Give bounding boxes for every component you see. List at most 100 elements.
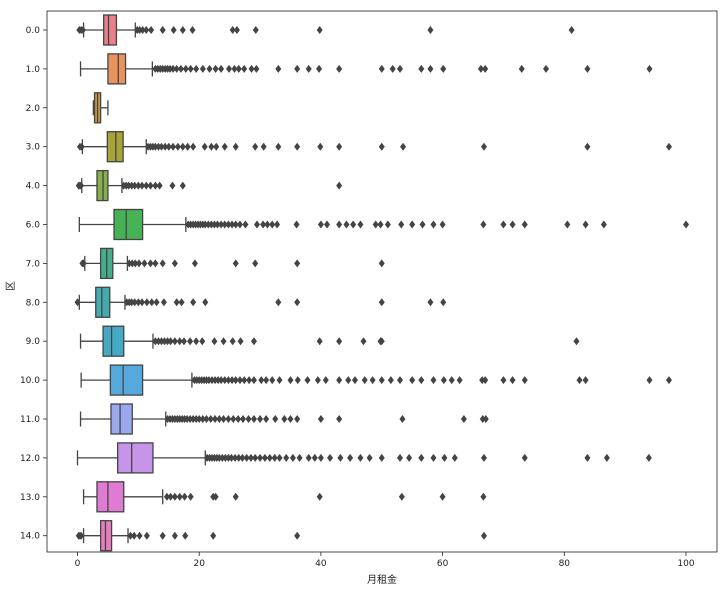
outlier-point	[252, 26, 259, 34]
y-tick-label: 3.0	[26, 143, 41, 153]
outlier-point	[179, 142, 186, 151]
outlier-point	[274, 220, 281, 229]
outlier-point	[163, 492, 170, 501]
outlier-point	[646, 376, 653, 385]
outlier-point	[79, 26, 86, 34]
outlier-point	[235, 415, 242, 423]
outlier-point	[158, 337, 165, 346]
outlier-point	[155, 142, 162, 151]
iqr-box	[107, 53, 127, 85]
outlier-point	[427, 26, 434, 34]
outlier-point	[221, 142, 228, 151]
outlier-point	[247, 453, 254, 462]
outlier-point	[451, 453, 458, 462]
outlier-point	[216, 415, 223, 423]
outlier-point	[252, 142, 259, 151]
outlier-point	[161, 337, 168, 346]
outlier-point	[418, 64, 425, 73]
outlier-point	[480, 531, 487, 540]
outlier-point	[316, 64, 323, 73]
outlier-point	[521, 376, 528, 385]
outlier-point	[263, 376, 270, 385]
boxes-layer	[74, 14, 689, 552]
outlier-point	[156, 181, 163, 190]
outlier-point	[143, 298, 150, 307]
outlier-point	[440, 298, 447, 307]
outlier-point	[316, 337, 323, 346]
outlier-point	[136, 26, 143, 34]
outlier-point	[257, 453, 264, 462]
outlier-point	[148, 298, 155, 307]
box-group-4-0	[75, 169, 343, 202]
outlier-point	[252, 259, 259, 268]
y-tick-label: 13.0	[20, 493, 40, 503]
outlier-point	[317, 142, 324, 151]
outlier-point	[252, 453, 259, 462]
outlier-point	[582, 220, 589, 229]
outlier-point	[357, 453, 364, 462]
outlier-point	[645, 453, 652, 462]
outlier-point	[190, 415, 197, 423]
outlier-point	[180, 337, 187, 346]
outlier-point	[189, 26, 196, 34]
outlier-point	[387, 376, 394, 385]
outlier-point	[440, 376, 447, 385]
outlier-point	[136, 531, 143, 540]
outlier-point	[314, 376, 321, 385]
outlier-point	[207, 415, 214, 423]
outlier-point	[187, 64, 194, 73]
y-tick-label: 12.0	[20, 454, 40, 464]
box-group-11-0	[79, 403, 489, 435]
outlier-point	[159, 531, 166, 540]
outlier-point	[139, 26, 146, 34]
outlier-point	[406, 453, 413, 462]
outlier-point	[294, 531, 301, 540]
outlier-point	[143, 531, 150, 540]
outlier-point	[573, 337, 580, 346]
outlier-point	[182, 531, 189, 540]
outlier-point	[233, 26, 240, 34]
outlier-point	[152, 181, 159, 190]
iqr-box	[95, 286, 111, 318]
outlier-point	[336, 415, 343, 423]
x-tick-layer: 0 20 40 60 80 100	[75, 552, 695, 569]
outlier-point	[646, 64, 653, 73]
outlier-point	[164, 337, 171, 346]
outlier-point	[199, 337, 206, 346]
outlier-point	[600, 220, 607, 229]
outlier-point	[232, 376, 239, 385]
outlier-point	[665, 142, 672, 151]
outlier-point	[221, 220, 228, 229]
outlier-point	[219, 453, 226, 462]
x-tick-label: 20	[193, 559, 205, 569]
outlier-point	[229, 376, 236, 385]
y-tick-label: 11.0	[20, 415, 40, 425]
outlier-point	[357, 220, 364, 229]
outlier-point	[269, 376, 276, 385]
outlier-point	[568, 26, 575, 34]
outlier-point	[160, 298, 167, 307]
outlier-point	[80, 259, 87, 268]
outlier-point	[226, 64, 233, 73]
outlier-point	[337, 453, 344, 462]
outlier-point	[603, 453, 610, 462]
outlier-point	[78, 181, 85, 190]
outlier-point	[141, 259, 148, 268]
x-tick-label: 0	[75, 559, 81, 569]
outlier-point	[190, 298, 197, 307]
outlier-point	[287, 376, 294, 385]
outlier-point	[409, 376, 416, 385]
outlier-point	[191, 259, 198, 268]
outlier-point	[211, 337, 218, 346]
outlier-point	[372, 220, 379, 229]
outlier-point	[170, 64, 177, 73]
outlier-point	[266, 453, 273, 462]
outlier-point	[155, 337, 162, 346]
outlier-point	[78, 142, 85, 151]
outlier-point	[232, 492, 239, 501]
outlier-point	[398, 492, 405, 501]
outlier-point	[289, 453, 296, 462]
outlier-point	[174, 142, 181, 151]
outlier-point	[239, 453, 246, 462]
outlier-point	[275, 64, 282, 73]
